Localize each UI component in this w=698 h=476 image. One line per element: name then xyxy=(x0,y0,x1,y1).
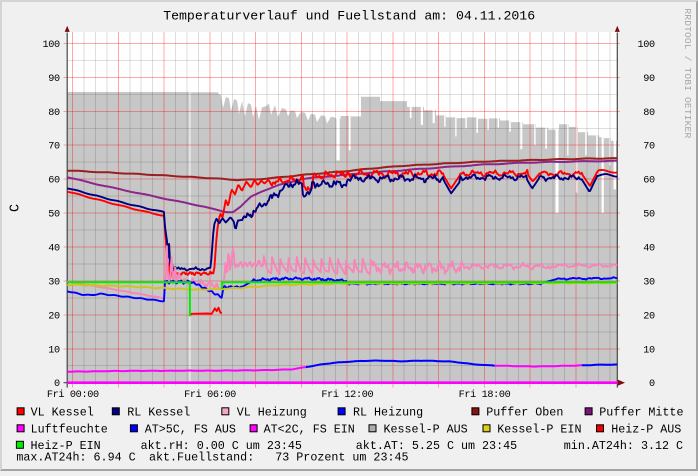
svg-text:Kessel-P EIN: Kessel-P EIN xyxy=(497,422,581,436)
svg-text:Luftfeuchte: Luftfeuchte xyxy=(31,422,108,436)
svg-text:Heiz-P EIN: Heiz-P EIN xyxy=(31,439,101,453)
svg-text:60: 60 xyxy=(643,176,655,187)
svg-text:70: 70 xyxy=(48,142,60,153)
svg-text:max.AT24h: 6.94 C: max.AT24h: 6.94 C xyxy=(16,450,135,464)
svg-text:30: 30 xyxy=(48,277,60,288)
svg-text:0: 0 xyxy=(54,379,60,390)
svg-text:Fri 18:00: Fri 18:00 xyxy=(459,389,511,401)
svg-text:min.AT24h: 3.12 C: min.AT24h: 3.12 C xyxy=(564,439,683,453)
svg-text:50: 50 xyxy=(48,210,60,221)
svg-text:70: 70 xyxy=(643,142,655,153)
svg-text:akt.AT: 5.25 C um 23:45: akt.AT: 5.25 C um 23:45 xyxy=(356,439,517,453)
svg-text:Heiz-P AUS: Heiz-P AUS xyxy=(611,422,681,436)
svg-text:100: 100 xyxy=(43,40,61,51)
svg-text:Temperaturverlauf und Fuellsta: Temperaturverlauf und Fuellstand am: 04.… xyxy=(163,8,535,23)
svg-text:Fri 06:00: Fri 06:00 xyxy=(184,389,236,401)
svg-text:RL Kessel: RL Kessel xyxy=(127,405,190,419)
svg-text:10: 10 xyxy=(643,345,655,356)
svg-text:40: 40 xyxy=(48,244,60,255)
svg-text:akt.Fuellstand: 73 Prozent u: akt.Fuellstand: 73 Prozent um 23:45 xyxy=(149,450,409,464)
svg-text:60: 60 xyxy=(48,176,60,187)
svg-text:100: 100 xyxy=(638,40,656,51)
svg-text:50: 50 xyxy=(643,210,655,221)
svg-text:80: 80 xyxy=(643,108,655,119)
svg-text:40: 40 xyxy=(643,244,655,255)
svg-text:90: 90 xyxy=(48,74,60,85)
svg-text:VL Heizung: VL Heizung xyxy=(237,405,307,419)
svg-text:akt.rH: 0.00 C um 23:45: akt.rH: 0.00 C um 23:45 xyxy=(141,439,302,453)
svg-text:RRDTOOL / TOBI OETIKER: RRDTOOL / TOBI OETIKER xyxy=(682,8,693,138)
svg-text:AT>5C, FS AUS: AT>5C, FS AUS xyxy=(145,422,236,436)
svg-text:Fri 00:00: Fri 00:00 xyxy=(47,389,99,401)
svg-text:10: 10 xyxy=(48,345,60,356)
svg-text:RL Heizung: RL Heizung xyxy=(353,405,423,419)
svg-text:0: 0 xyxy=(649,379,655,390)
svg-text:20: 20 xyxy=(48,311,60,322)
svg-text:30: 30 xyxy=(643,277,655,288)
svg-text:80: 80 xyxy=(48,108,60,119)
svg-text:VL Kessel: VL Kessel xyxy=(31,405,94,419)
svg-text:Puffer Oben: Puffer Oben xyxy=(486,405,563,419)
svg-text:AT<2C, FS EIN: AT<2C, FS EIN xyxy=(264,422,355,436)
svg-text:20: 20 xyxy=(643,311,655,322)
svg-text:90: 90 xyxy=(643,74,655,85)
svg-text:Kessel-P AUS: Kessel-P AUS xyxy=(384,422,468,436)
svg-text:C: C xyxy=(9,204,24,212)
svg-text:Puffer Mitte: Puffer Mitte xyxy=(599,405,683,419)
svg-text:Fri 12:00: Fri 12:00 xyxy=(321,389,373,401)
